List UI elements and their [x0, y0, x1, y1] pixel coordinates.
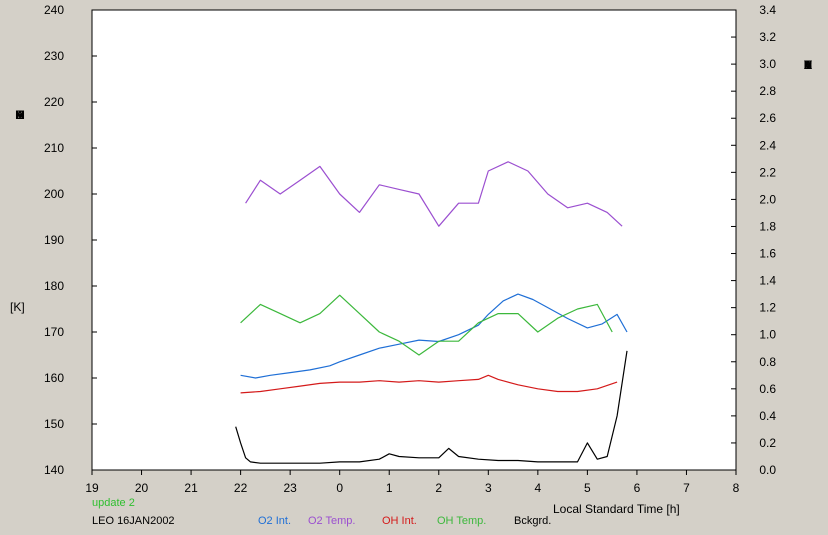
legend-o2-int: O2 Int. — [258, 515, 292, 527]
y-right-tick-label: 1.2 — [759, 301, 776, 315]
y-right-tick-label: 0.6 — [759, 382, 776, 396]
legend-bckgrd: Bckgrd. — [514, 515, 552, 527]
y-right-label-letter: E — [803, 58, 812, 72]
y-right-tick-label: 2.4 — [759, 138, 776, 152]
y-left-tick-label: 190 — [44, 233, 64, 247]
y-right-tick-label: 3.4 — [759, 3, 776, 17]
y-left-label-letter: T — [16, 108, 24, 122]
y-left-tick-label: 210 — [44, 141, 64, 155]
y-right-label-letter: E — [803, 58, 812, 72]
station-label: LEO 16JAN2002 — [92, 515, 175, 527]
y-left-label-letter: R — [15, 108, 25, 122]
y-right-tick-label: 2.8 — [759, 84, 776, 98]
y-right-tick-label: 1.6 — [759, 247, 776, 261]
y-left-label-letter: P — [15, 108, 24, 122]
y-right-label-letter: A — [803, 58, 812, 72]
y-right-label-letter: E — [803, 58, 812, 72]
y-right-label-letter: N — [803, 58, 813, 72]
x-tick-label: 23 — [283, 481, 297, 495]
y-right-label-letter: N — [803, 58, 813, 72]
update-label: update 2 — [92, 497, 135, 509]
y-left-tick-label: 200 — [44, 187, 64, 201]
y-right-label-letter: T — [804, 58, 812, 72]
x-tick-label: 1 — [386, 481, 393, 495]
x-tick-label: 5 — [584, 481, 591, 495]
y-left-label-letter: U — [15, 108, 25, 122]
y-left-label-letter: T — [16, 108, 24, 122]
legend-oh-int: OH Int. — [382, 515, 417, 527]
y-right-label-letter: Y — [803, 58, 812, 72]
legend-o2-temp: O2 Temp. — [308, 515, 356, 527]
x-tick-label: 22 — [234, 481, 248, 495]
x-axis-label: Local Standard Time [h] — [553, 502, 680, 516]
y-left-unit: [K] — [10, 300, 25, 314]
y-right-label-letter: T — [804, 58, 812, 72]
y-right-tick-label: 2.2 — [759, 165, 776, 179]
y-right-tick-label: 0.2 — [759, 436, 776, 450]
y-right-tick-label: 3.0 — [759, 57, 776, 71]
series-oh-temp — [240, 294, 613, 356]
legend-oh-temp: OH Temp. — [437, 515, 487, 527]
x-tick-label: 19 — [85, 481, 99, 495]
x-tick-label: 7 — [683, 481, 690, 495]
y-right-tick-label: 3.2 — [759, 30, 776, 44]
y-right-tick-label: 1.4 — [759, 274, 776, 288]
y-right-tick-label: 0.0 — [759, 463, 776, 477]
y-left-label-letter: E — [15, 108, 24, 122]
x-tick-label: 3 — [485, 481, 492, 495]
x-tick-label: 2 — [435, 481, 442, 495]
y-left-tick-label: 150 — [44, 417, 64, 431]
y-left-tick-label: 230 — [44, 49, 64, 63]
series-o2-int — [240, 293, 628, 379]
y-left-tick-label: 160 — [44, 371, 64, 385]
x-tick-label: 20 — [135, 481, 149, 495]
y-right-label-letter: S — [803, 58, 812, 72]
plot-area — [91, 9, 737, 471]
x-tick-label: 21 — [184, 481, 198, 495]
series-oh-int — [240, 374, 618, 394]
y-left-label-letter: E — [15, 108, 24, 122]
y-right-label-letter: L — [804, 58, 812, 72]
y-left-tick-label: 240 — [44, 3, 64, 17]
y-left-tick-label: 220 — [44, 95, 64, 109]
x-tick-label: 6 — [634, 481, 641, 495]
y-right-label-letter: R — [803, 58, 813, 72]
y-right-label-letter: I — [806, 58, 810, 72]
y-right-tick-label: 1.0 — [759, 328, 776, 342]
series-o2-temp — [245, 161, 623, 227]
y-right-tick-label: 0.4 — [759, 409, 776, 423]
y-right-label-letter: I — [806, 58, 810, 72]
x-tick-label: 4 — [535, 481, 542, 495]
y-right-label-letter: T — [804, 58, 812, 72]
y-right-tick-label: 2.0 — [759, 192, 776, 206]
y-right-tick-label: 1.8 — [759, 219, 776, 233]
y-right-tick-label: 2.6 — [759, 111, 776, 125]
y-left-tick-label: 140 — [44, 463, 64, 477]
y-left-label-letter: E — [15, 108, 24, 122]
x-tick-label: 8 — [733, 481, 740, 495]
x-tick-label: 0 — [336, 481, 343, 495]
y-right-label-letter: V — [803, 58, 812, 72]
y-left-label-letter: M — [15, 108, 25, 122]
y-left-tick-label: 180 — [44, 279, 64, 293]
y-left-label-letter: A — [15, 108, 24, 122]
y-left-tick-label: 170 — [44, 325, 64, 339]
series-bckgrd — [235, 350, 628, 464]
y-right-label-letter: I — [806, 58, 810, 72]
y-left-label-letter: R — [15, 108, 25, 122]
y-right-tick-label: 0.8 — [759, 355, 776, 369]
